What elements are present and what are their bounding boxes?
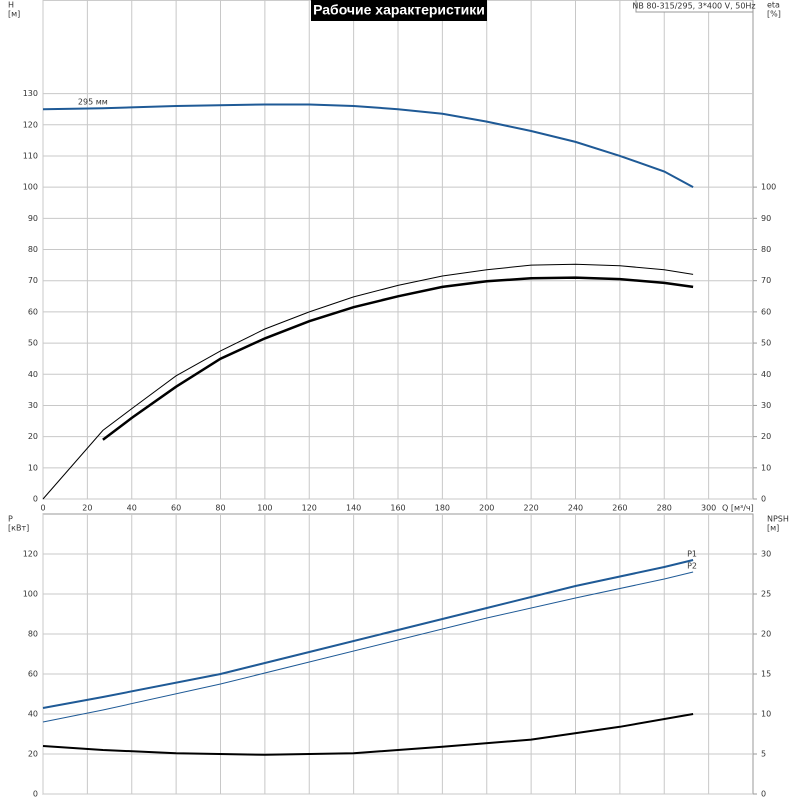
y-tick-label: 50 <box>28 339 38 348</box>
y2-tick-label: 40 <box>761 370 771 379</box>
x-tick-label: 300 <box>701 504 716 513</box>
y-axis-label: [кВт] <box>8 524 29 533</box>
y2-tick-label: 25 <box>761 590 771 599</box>
y2-tick-label: 50 <box>761 339 771 348</box>
chart-subtitle: NB 80-315/295, 3*400 V, 50Hz <box>632 2 755 11</box>
data-line <box>42 713 694 756</box>
y-tick-label: 0 <box>33 495 38 504</box>
y-tick-label: 120 <box>23 550 38 559</box>
x-tick-label: 120 <box>302 504 317 513</box>
y2-tick-label: 100 <box>761 183 776 192</box>
y2-tick-label: 30 <box>761 550 771 559</box>
data-line <box>102 276 694 441</box>
series-label: P1 <box>687 550 697 559</box>
y-tick-label: 100 <box>23 183 38 192</box>
x-tick-label: 0 <box>40 504 45 513</box>
y2-axis-label: [%] <box>767 10 781 19</box>
y-tick-label: 130 <box>23 89 38 98</box>
x-tick-label: 240 <box>568 504 583 513</box>
x-tick-label: 160 <box>390 504 405 513</box>
x-tick-label: 200 <box>479 504 494 513</box>
data-line <box>42 103 694 188</box>
y2-tick-label: 20 <box>761 432 771 441</box>
y2-axis-label: [м] <box>767 524 779 533</box>
x-tick-label: 180 <box>435 504 450 513</box>
y2-tick-label: 70 <box>761 276 771 285</box>
series-label: P2 <box>687 562 697 571</box>
y-tick-label: 10 <box>28 463 38 472</box>
x-tick-label: 80 <box>215 504 225 513</box>
y2-tick-label: 80 <box>761 245 771 254</box>
y-tick-label: 0 <box>33 790 38 799</box>
series-label: 295 мм <box>78 98 108 107</box>
title-box <box>311 0 487 21</box>
y2-tick-label: 5 <box>761 750 766 759</box>
x-tick-label: 20 <box>82 504 92 513</box>
y2-tick-label: 20 <box>761 630 771 639</box>
data-line <box>42 571 694 723</box>
y-tick-label: 30 <box>28 401 38 410</box>
y2-tick-label: 60 <box>761 307 771 316</box>
y2-axis-label: eta <box>767 1 780 10</box>
y-tick-label: 20 <box>28 750 38 759</box>
x-tick-label: 60 <box>171 504 181 513</box>
y2-tick-label: 90 <box>761 214 771 223</box>
y2-tick-label: 10 <box>761 463 771 472</box>
x-tick-label: 260 <box>612 504 627 513</box>
y-tick-label: 20 <box>28 432 38 441</box>
data-line <box>42 559 694 709</box>
y-tick-label: 120 <box>23 120 38 129</box>
y-tick-label: 60 <box>28 307 38 316</box>
x-tick-label: 40 <box>127 504 137 513</box>
y-tick-label: 90 <box>28 214 38 223</box>
y-tick-label: 40 <box>28 370 38 379</box>
y2-tick-label: 0 <box>761 790 766 799</box>
y-tick-label: 60 <box>28 670 38 679</box>
y-tick-label: 70 <box>28 276 38 285</box>
y-axis-label: [м] <box>8 10 20 19</box>
x-axis-label: Q [м³/ч] <box>722 504 754 513</box>
x-tick-label: 140 <box>346 504 361 513</box>
y-tick-label: 80 <box>28 630 38 639</box>
y2-tick-label: 30 <box>761 401 771 410</box>
y-tick-label: 100 <box>23 590 38 599</box>
x-tick-label: 280 <box>657 504 672 513</box>
y2-axis-label: NPSH <box>767 515 789 524</box>
y2-tick-label: 0 <box>761 495 766 504</box>
subtitle-box <box>635 0 754 13</box>
chart-title: Рабочие характеристики <box>313 2 485 18</box>
data-line <box>42 263 694 500</box>
x-tick-label: 220 <box>523 504 538 513</box>
y-tick-label: 40 <box>28 710 38 719</box>
y-axis-label: H <box>8 1 14 10</box>
x-tick-label: 100 <box>257 504 272 513</box>
y-tick-label: 110 <box>23 151 38 160</box>
y-axis-label: P <box>8 515 13 524</box>
y2-tick-label: 15 <box>761 670 771 679</box>
y2-tick-label: 10 <box>761 710 771 719</box>
y-tick-label: 80 <box>28 245 38 254</box>
